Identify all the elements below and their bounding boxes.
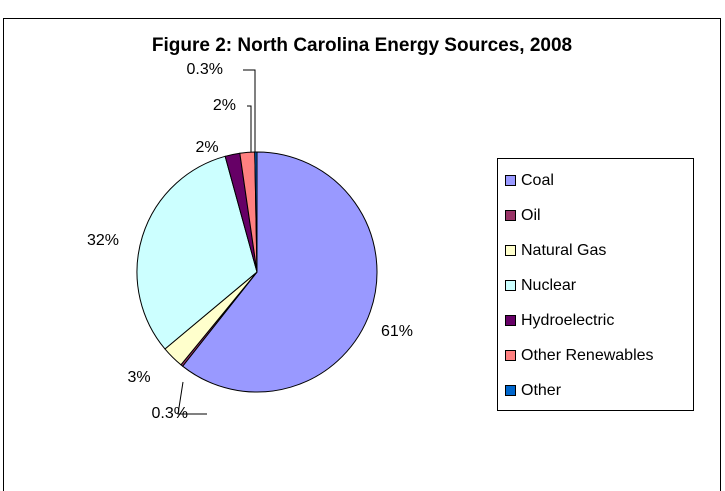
legend-label: Coal [521, 172, 554, 189]
legend-swatch [505, 210, 516, 221]
legend-swatch [505, 245, 516, 256]
leader-line [243, 69, 256, 152]
data-label: 2% [213, 97, 236, 114]
legend-swatch [505, 350, 516, 361]
legend-label: Natural Gas [521, 242, 606, 259]
legend-label: Other Renewables [521, 347, 654, 364]
chart-title: Figure 2: North Carolina Energy Sources,… [152, 35, 572, 56]
legend-swatch [505, 175, 516, 186]
legend-swatch [505, 280, 516, 291]
data-label: 61% [381, 323, 413, 340]
data-label: 0.3% [187, 61, 223, 78]
legend-swatch [505, 315, 516, 326]
legend-label: Hydroelectric [521, 312, 614, 329]
legend-swatch [505, 385, 516, 396]
leader-line [247, 105, 252, 152]
pie-slice [181, 151, 378, 393]
leader-line [177, 381, 207, 415]
data-label: 0.3% [152, 405, 188, 422]
legend-label: Oil [521, 207, 541, 224]
legend-label: Other [521, 382, 562, 399]
legend-box [497, 158, 694, 411]
data-label: 32% [87, 232, 119, 249]
legend-label: Nuclear [521, 277, 577, 294]
data-label: 2% [195, 139, 218, 156]
pie-slice [254, 151, 258, 273]
pie-slice [136, 155, 258, 350]
data-label: 3% [127, 369, 150, 386]
